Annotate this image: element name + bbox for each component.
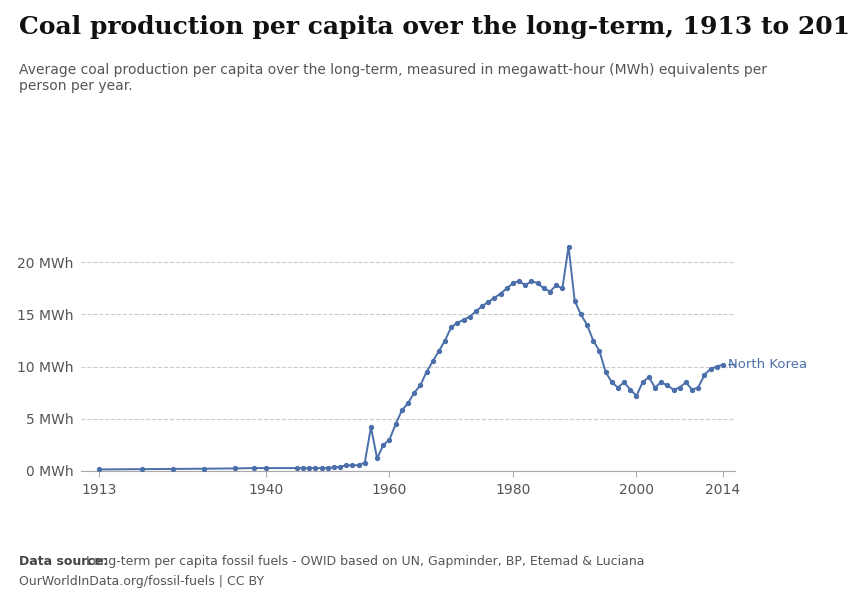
Text: Average coal production per capita over the long-term, measured in megawatt-hour: Average coal production per capita over … xyxy=(19,63,767,93)
Text: Coal production per capita over the long-term, 1913 to 2014: Coal production per capita over the long… xyxy=(19,15,850,39)
Text: Data source:: Data source: xyxy=(19,555,108,568)
Text: in Data: in Data xyxy=(762,43,807,53)
Text: OurWorldInData.org/fossil-fuels | CC BY: OurWorldInData.org/fossil-fuels | CC BY xyxy=(19,575,264,588)
Text: North Korea: North Korea xyxy=(728,358,807,371)
Text: Our World: Our World xyxy=(753,25,816,35)
Text: Long-term per capita fossil fuels - OWID based on UN, Gapminder, BP, Etemad & Lu: Long-term per capita fossil fuels - OWID… xyxy=(82,555,645,568)
